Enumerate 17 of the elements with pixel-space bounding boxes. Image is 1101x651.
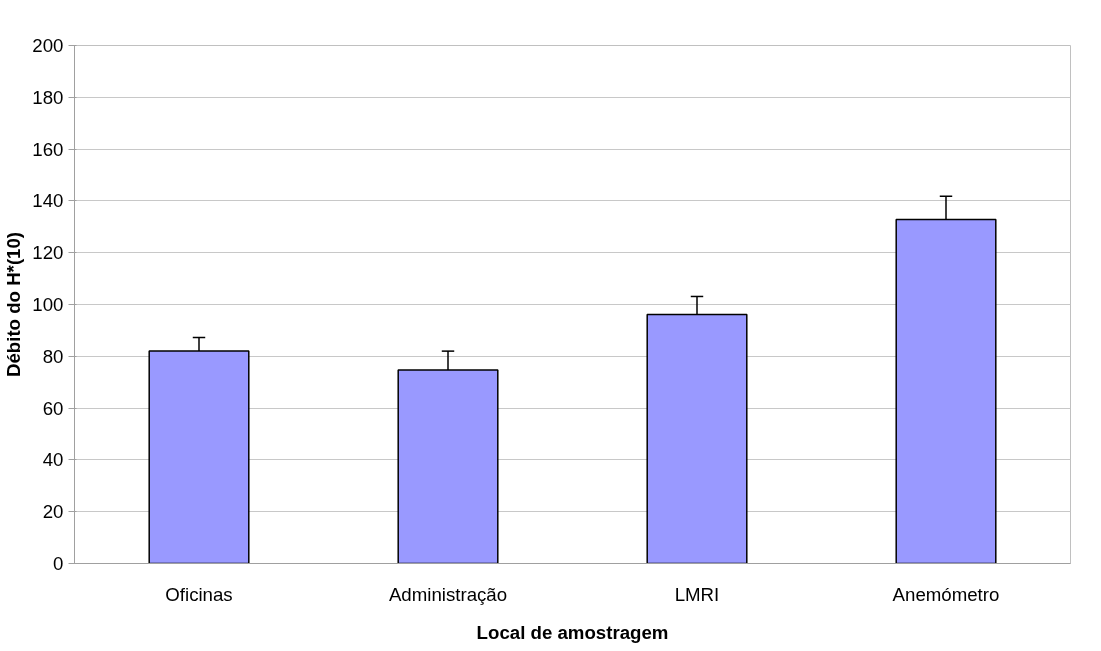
y-tick-label: 80: [42, 345, 64, 367]
x-axis-title: Local de amostragem: [476, 621, 669, 643]
x-tick-label: Oficinas: [165, 583, 233, 605]
y-tick-label: 60: [42, 397, 64, 419]
y-tick-label: 200: [32, 35, 64, 56]
x-tick-label: Administração: [388, 583, 508, 605]
y-tick-label: 180: [32, 86, 64, 108]
y-tick-label: 140: [32, 190, 64, 212]
y-axis-title: Débito do H*(10): [3, 231, 25, 378]
y-tick-label: 120: [32, 242, 64, 264]
x-tick-label: LMRI: [674, 583, 720, 605]
y-tick-label: 0: [53, 553, 64, 574]
y-tick-label: 160: [32, 138, 64, 160]
y-tick-label: 20: [42, 501, 64, 523]
x-tick-label: Anemómetro: [892, 583, 1000, 605]
y-tick-label: 40: [42, 449, 64, 471]
y-tick-label: 100: [32, 294, 64, 315]
